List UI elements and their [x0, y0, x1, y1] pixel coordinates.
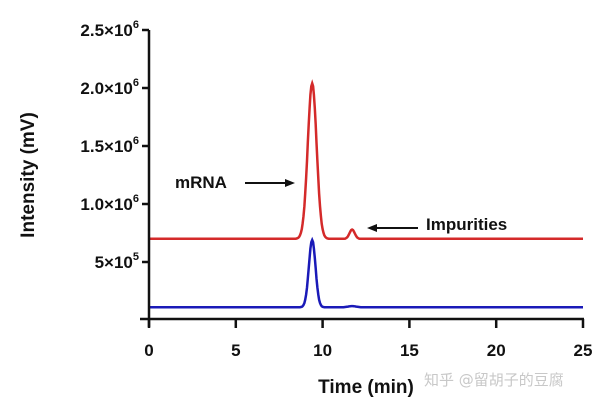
x-axis: 0 5 10 15 20 25	[140, 317, 593, 360]
plot-traces	[148, 79, 583, 309]
x-tick-label: 0	[144, 341, 153, 360]
x-axis-label: Time (min)	[318, 377, 414, 398]
arrowhead-left-icon	[367, 224, 377, 232]
annotation-impurities: Impurities	[367, 215, 507, 234]
y-tick-label: 5×105	[95, 251, 139, 272]
annotation-impurities-label: Impurities	[426, 215, 507, 234]
blue-trace-line	[149, 236, 583, 309]
annotation-mrna-label: mRNA	[175, 173, 227, 192]
arrowhead-right-icon	[285, 179, 295, 187]
y-tick-label: 2.5×106	[80, 19, 139, 40]
x-tick-label: 10	[313, 341, 332, 360]
y-axis: 5×105 1.0×106 1.5×106 2.0×106 2.5×106	[80, 19, 151, 327]
y-tick-label: 1.0×106	[80, 193, 139, 214]
x-tick-label: 25	[574, 341, 593, 360]
y-axis-label: Intensity (mV)	[18, 112, 39, 238]
x-tick-label: 5	[231, 341, 240, 360]
y-tick-label: 2.0×106	[80, 77, 139, 98]
red-trace-line	[149, 79, 583, 241]
x-tick-label: 15	[400, 341, 419, 360]
y-tick-label: 1.5×106	[80, 135, 139, 156]
watermark: 知乎 @留胡子的豆腐	[424, 371, 564, 389]
annotation-mrna: mRNA	[175, 173, 295, 192]
x-tick-label: 20	[487, 341, 506, 360]
